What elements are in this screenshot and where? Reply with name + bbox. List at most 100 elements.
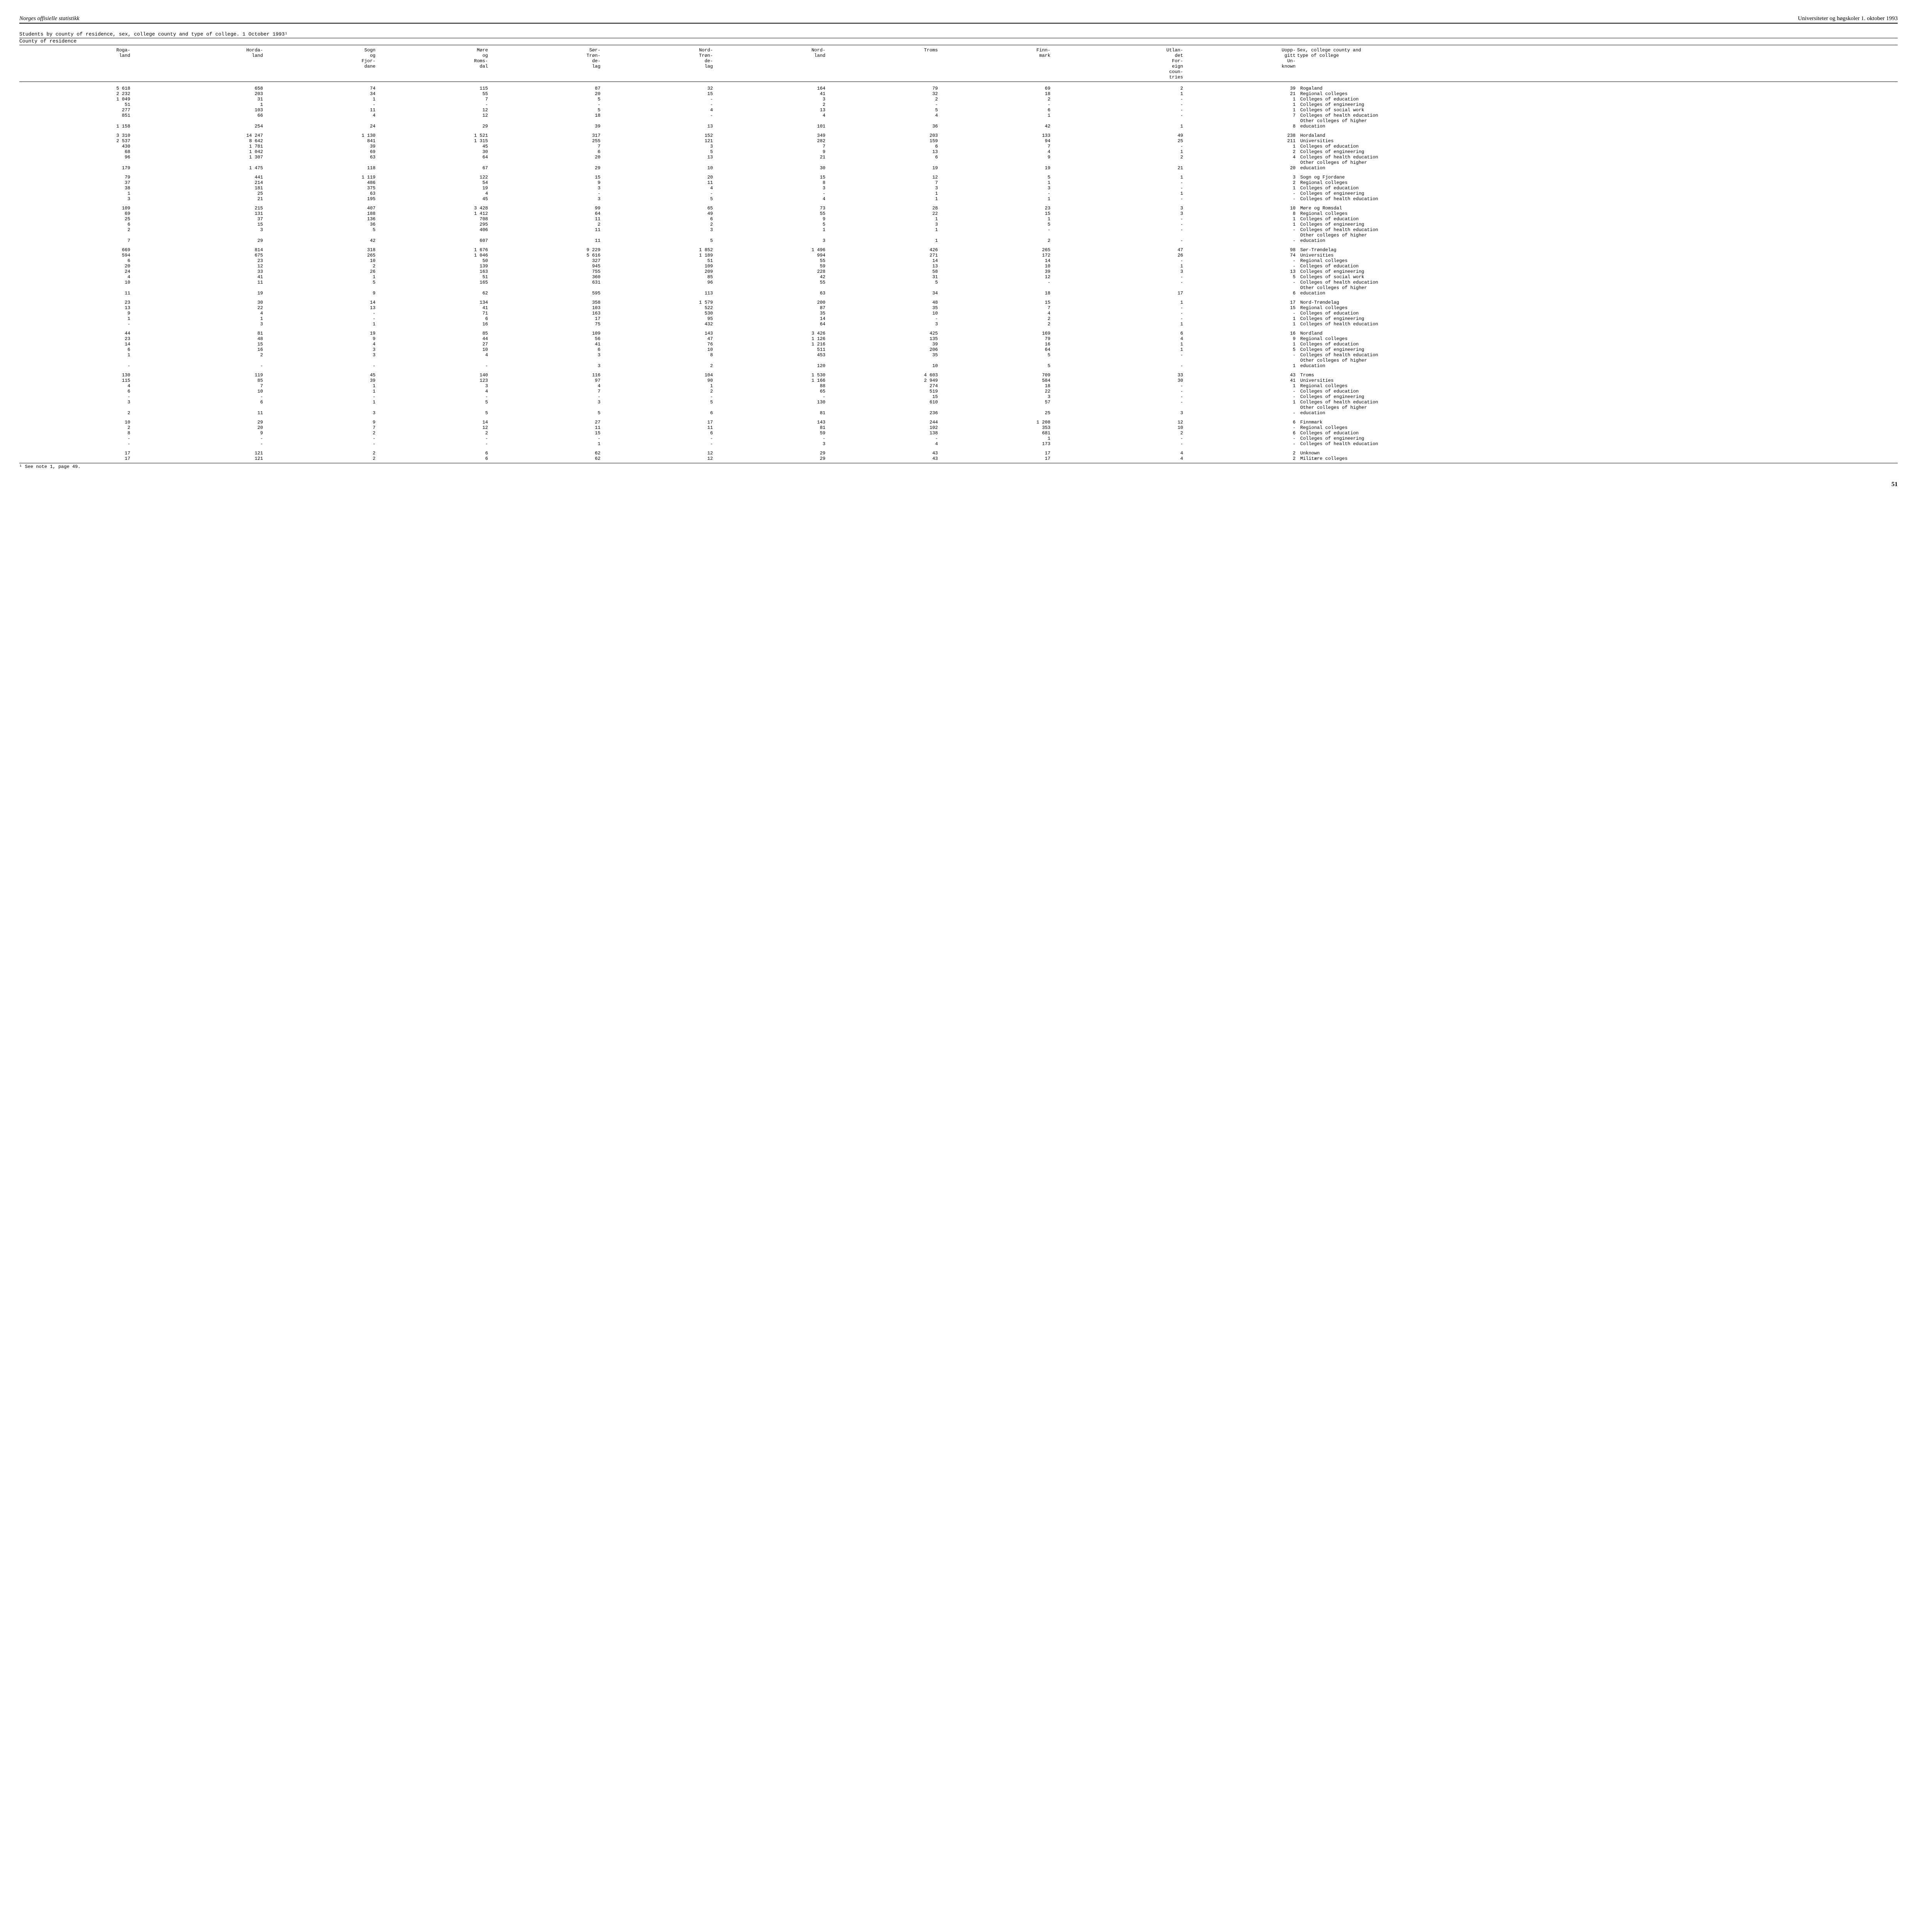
cell: 94 — [940, 138, 1052, 144]
cell: 945 — [490, 264, 602, 269]
cell: 35 — [715, 311, 827, 316]
cell: 1 412 — [377, 211, 489, 216]
cell: 13 — [602, 124, 715, 129]
cell: - — [1052, 107, 1185, 113]
cell: 5 — [602, 149, 715, 155]
cell: 1 781 — [132, 144, 264, 149]
cell: 26 — [264, 269, 377, 274]
cell: 6 — [1185, 291, 1297, 296]
cell — [377, 285, 489, 291]
cell: 29 — [715, 456, 827, 461]
cell — [715, 405, 827, 410]
cell: 1 119 — [264, 175, 377, 180]
cell: 2 — [602, 363, 715, 369]
cell: - — [940, 280, 1052, 285]
cell: 96 — [19, 155, 132, 160]
cell: - — [132, 394, 264, 400]
cell: 453 — [715, 352, 827, 358]
cell: 48 — [827, 300, 940, 305]
cell: - — [377, 102, 489, 107]
cell: 1 — [264, 274, 377, 280]
cell: 87 — [490, 86, 602, 91]
cell — [490, 118, 602, 124]
row-label: Colleges of health education — [1297, 155, 1898, 160]
cell: 3 — [715, 185, 827, 191]
cell: 55 — [715, 211, 827, 216]
cell — [264, 285, 377, 291]
column-header: Nord-Trøn-de-lag — [602, 47, 715, 82]
cell: - — [1185, 280, 1297, 285]
cell — [132, 358, 264, 363]
cell: 71 — [377, 311, 489, 316]
cell: 4 — [827, 113, 940, 118]
cell: 1 — [490, 441, 602, 447]
cell: - — [1052, 113, 1185, 118]
cell: 2 — [264, 264, 377, 269]
cell: 610 — [827, 400, 940, 405]
table-block: 2330141343581 5792004815117Nord-Trøndela… — [19, 296, 1898, 327]
cell: 17 — [940, 456, 1052, 461]
cell: 244 — [827, 420, 940, 425]
cell: 7 — [490, 389, 602, 394]
cell: 11 — [490, 238, 602, 243]
cell: 2 — [1185, 149, 1297, 155]
table-block: 102991427171432441 208126Finnmark2207121… — [19, 416, 1898, 447]
row-label: Militære colleges — [1297, 456, 1898, 461]
row-label: education — [1297, 238, 1898, 243]
cell: 9 — [264, 420, 377, 425]
cell: 7 — [132, 383, 264, 389]
row-label: Regional colleges — [1297, 383, 1898, 389]
cell: 109 — [490, 331, 602, 336]
cell: 5 — [377, 400, 489, 405]
cell: - — [1185, 425, 1297, 430]
cell: - — [827, 436, 940, 441]
cell: 1 — [1052, 347, 1185, 352]
cell — [827, 233, 940, 238]
cell: 4 — [715, 196, 827, 202]
cell — [715, 233, 827, 238]
row-label: Colleges of education — [1297, 185, 1898, 191]
table-block: 6698143181 6769 2291 8521 4964262654798S… — [19, 243, 1898, 296]
cell: 1 — [1052, 124, 1185, 129]
cell: 14 — [827, 258, 940, 264]
cell: 17 — [940, 451, 1052, 456]
cell: 59 — [715, 264, 827, 269]
cell: 3 — [827, 321, 940, 327]
cell: 3 — [715, 97, 827, 102]
cell: 87 — [715, 305, 827, 311]
cell: 9 — [715, 216, 827, 222]
cell: 48 — [132, 336, 264, 342]
cell: - — [1052, 389, 1185, 394]
cell: 2 — [827, 97, 940, 102]
cell: - — [1185, 264, 1297, 269]
cell: 2 — [940, 238, 1052, 243]
table-row: 381813751934333-1Colleges of education — [19, 185, 1898, 191]
cell: 159 — [827, 138, 940, 144]
cell — [377, 405, 489, 410]
table-row: 3211954535411--Colleges of health educat… — [19, 196, 1898, 202]
cell: 7 — [19, 238, 132, 243]
cell — [132, 160, 264, 165]
cell: 27 — [377, 342, 489, 347]
cell: 2 — [490, 222, 602, 227]
cell — [940, 358, 1052, 363]
cell: 17 — [1052, 291, 1185, 296]
row-label: Colleges of education — [1297, 264, 1898, 269]
cell: 39 — [940, 269, 1052, 274]
cell: 43 — [827, 456, 940, 461]
cell: 33 — [1052, 372, 1185, 378]
cell — [1185, 233, 1297, 238]
cell: 6 — [602, 430, 715, 436]
table-row: Other colleges of higher — [19, 233, 1898, 238]
cell: 1 189 — [602, 253, 715, 258]
cell: 96 — [602, 280, 715, 285]
column-header: Sør-Trøn-de-lag — [490, 47, 602, 82]
cell: 81 — [715, 425, 827, 430]
cell — [827, 285, 940, 291]
cell — [940, 285, 1052, 291]
cell: - — [602, 191, 715, 196]
cell: 3 — [490, 185, 602, 191]
cell: - — [1185, 238, 1297, 243]
cell: 9 — [490, 180, 602, 185]
cell — [132, 118, 264, 124]
